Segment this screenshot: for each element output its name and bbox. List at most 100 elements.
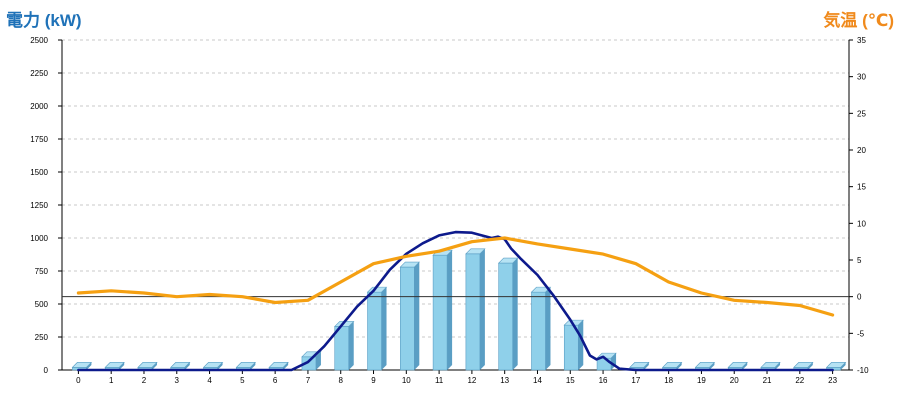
right-tick-label: 0 bbox=[857, 293, 862, 302]
bar-top bbox=[71, 362, 93, 368]
x-tick-label: 16 bbox=[599, 376, 608, 385]
x-tick-label: 9 bbox=[371, 376, 376, 385]
left-axis-title: 電力 (kW) bbox=[6, 11, 82, 30]
bar-top bbox=[465, 248, 486, 255]
bar-side bbox=[283, 362, 289, 370]
right-tick-label: 5 bbox=[857, 256, 862, 265]
bar bbox=[498, 262, 513, 371]
x-tick-label: 5 bbox=[240, 376, 245, 385]
bar-side bbox=[545, 287, 551, 370]
left-tick-label: 1250 bbox=[30, 201, 48, 210]
x-tick-label: 19 bbox=[697, 376, 706, 385]
bar-top bbox=[825, 362, 847, 368]
x-tick-label: 8 bbox=[339, 376, 344, 385]
bar-top bbox=[793, 362, 814, 368]
bar-side bbox=[217, 362, 223, 370]
bar-top bbox=[661, 362, 683, 368]
x-tick-label: 4 bbox=[207, 376, 212, 385]
x-tick-label: 20 bbox=[730, 376, 739, 385]
bar-top bbox=[629, 362, 650, 368]
bar-top bbox=[694, 362, 716, 368]
bar-side bbox=[775, 362, 781, 370]
x-tick-label: 6 bbox=[273, 376, 278, 385]
power-line bbox=[77, 230, 834, 372]
right-axis-title: 気温 (℃) bbox=[823, 11, 894, 30]
right-tick-label: 15 bbox=[857, 183, 866, 192]
bar-side bbox=[184, 362, 190, 370]
x-tick-label: 21 bbox=[763, 376, 772, 385]
bar-side bbox=[742, 362, 748, 370]
bar-top bbox=[104, 362, 125, 368]
bar bbox=[465, 253, 481, 371]
bar-side bbox=[807, 362, 813, 370]
x-tick-label: 0 bbox=[76, 376, 81, 385]
bar-top bbox=[727, 362, 748, 368]
bar-top bbox=[497, 257, 519, 264]
bar-side bbox=[479, 248, 485, 370]
bar bbox=[367, 291, 382, 371]
right-tick-label: 10 bbox=[857, 219, 866, 228]
x-tick-label: 13 bbox=[500, 376, 509, 385]
bar-side bbox=[315, 351, 321, 370]
x-tick-label: 11 bbox=[435, 376, 444, 385]
x-tick-label: 2 bbox=[142, 376, 147, 385]
left-tick-label: 0 bbox=[44, 366, 49, 375]
bar-side bbox=[119, 362, 125, 370]
bar-side bbox=[348, 321, 354, 370]
bar-top bbox=[268, 362, 289, 368]
bar-top bbox=[170, 362, 191, 368]
bar-side bbox=[578, 320, 584, 370]
bar-top bbox=[530, 286, 552, 293]
bar-side bbox=[151, 362, 157, 370]
bar bbox=[531, 291, 546, 371]
left-tick-label: 250 bbox=[35, 333, 49, 342]
x-tick-label: 3 bbox=[175, 376, 180, 385]
bar-top bbox=[137, 362, 158, 368]
bar-top bbox=[235, 362, 257, 368]
left-tick-label: 1000 bbox=[30, 234, 48, 243]
right-tick-label: 30 bbox=[857, 73, 866, 82]
bar-side bbox=[381, 287, 387, 370]
bar bbox=[400, 266, 415, 371]
bar-side bbox=[86, 362, 92, 370]
right-tick-label: 25 bbox=[857, 109, 866, 118]
left-tick-label: 500 bbox=[35, 300, 49, 309]
bar-side bbox=[643, 362, 649, 370]
bar-side bbox=[414, 262, 420, 370]
bar-side bbox=[447, 250, 453, 370]
left-tick-label: 750 bbox=[35, 267, 49, 276]
bar-side bbox=[840, 362, 846, 370]
x-tick-label: 10 bbox=[402, 376, 411, 385]
left-tick-label: 2000 bbox=[30, 102, 48, 111]
x-tick-label: 1 bbox=[109, 376, 114, 385]
right-tick-label: -10 bbox=[857, 366, 869, 375]
x-tick-label: 7 bbox=[306, 376, 311, 385]
x-tick-label: 22 bbox=[795, 376, 804, 385]
right-tick-label: 20 bbox=[857, 146, 866, 155]
right-tick-label: -5 bbox=[857, 329, 865, 338]
temperature-line bbox=[76, 236, 835, 317]
x-tick-label: 12 bbox=[467, 376, 476, 385]
left-tick-label: 2250 bbox=[30, 69, 48, 78]
bar-side bbox=[250, 362, 256, 370]
bar bbox=[563, 324, 579, 371]
x-tick-label: 17 bbox=[631, 376, 640, 385]
bar bbox=[432, 254, 448, 371]
bar-side bbox=[709, 362, 715, 370]
left-tick-label: 1500 bbox=[30, 168, 48, 177]
x-tick-label: 15 bbox=[566, 376, 575, 385]
left-tick-label: 1750 bbox=[30, 135, 48, 144]
bar-top bbox=[760, 362, 781, 368]
left-tick-label: 2500 bbox=[30, 36, 48, 45]
bar-side bbox=[676, 362, 682, 370]
right-tick-label: 35 bbox=[857, 36, 866, 45]
bar-side bbox=[512, 258, 518, 370]
x-tick-label: 23 bbox=[828, 376, 837, 385]
bar-top bbox=[202, 362, 224, 368]
bar bbox=[596, 357, 612, 371]
x-tick-label: 18 bbox=[664, 376, 673, 385]
x-tick-label: 14 bbox=[533, 376, 542, 385]
bar-top bbox=[399, 261, 421, 268]
